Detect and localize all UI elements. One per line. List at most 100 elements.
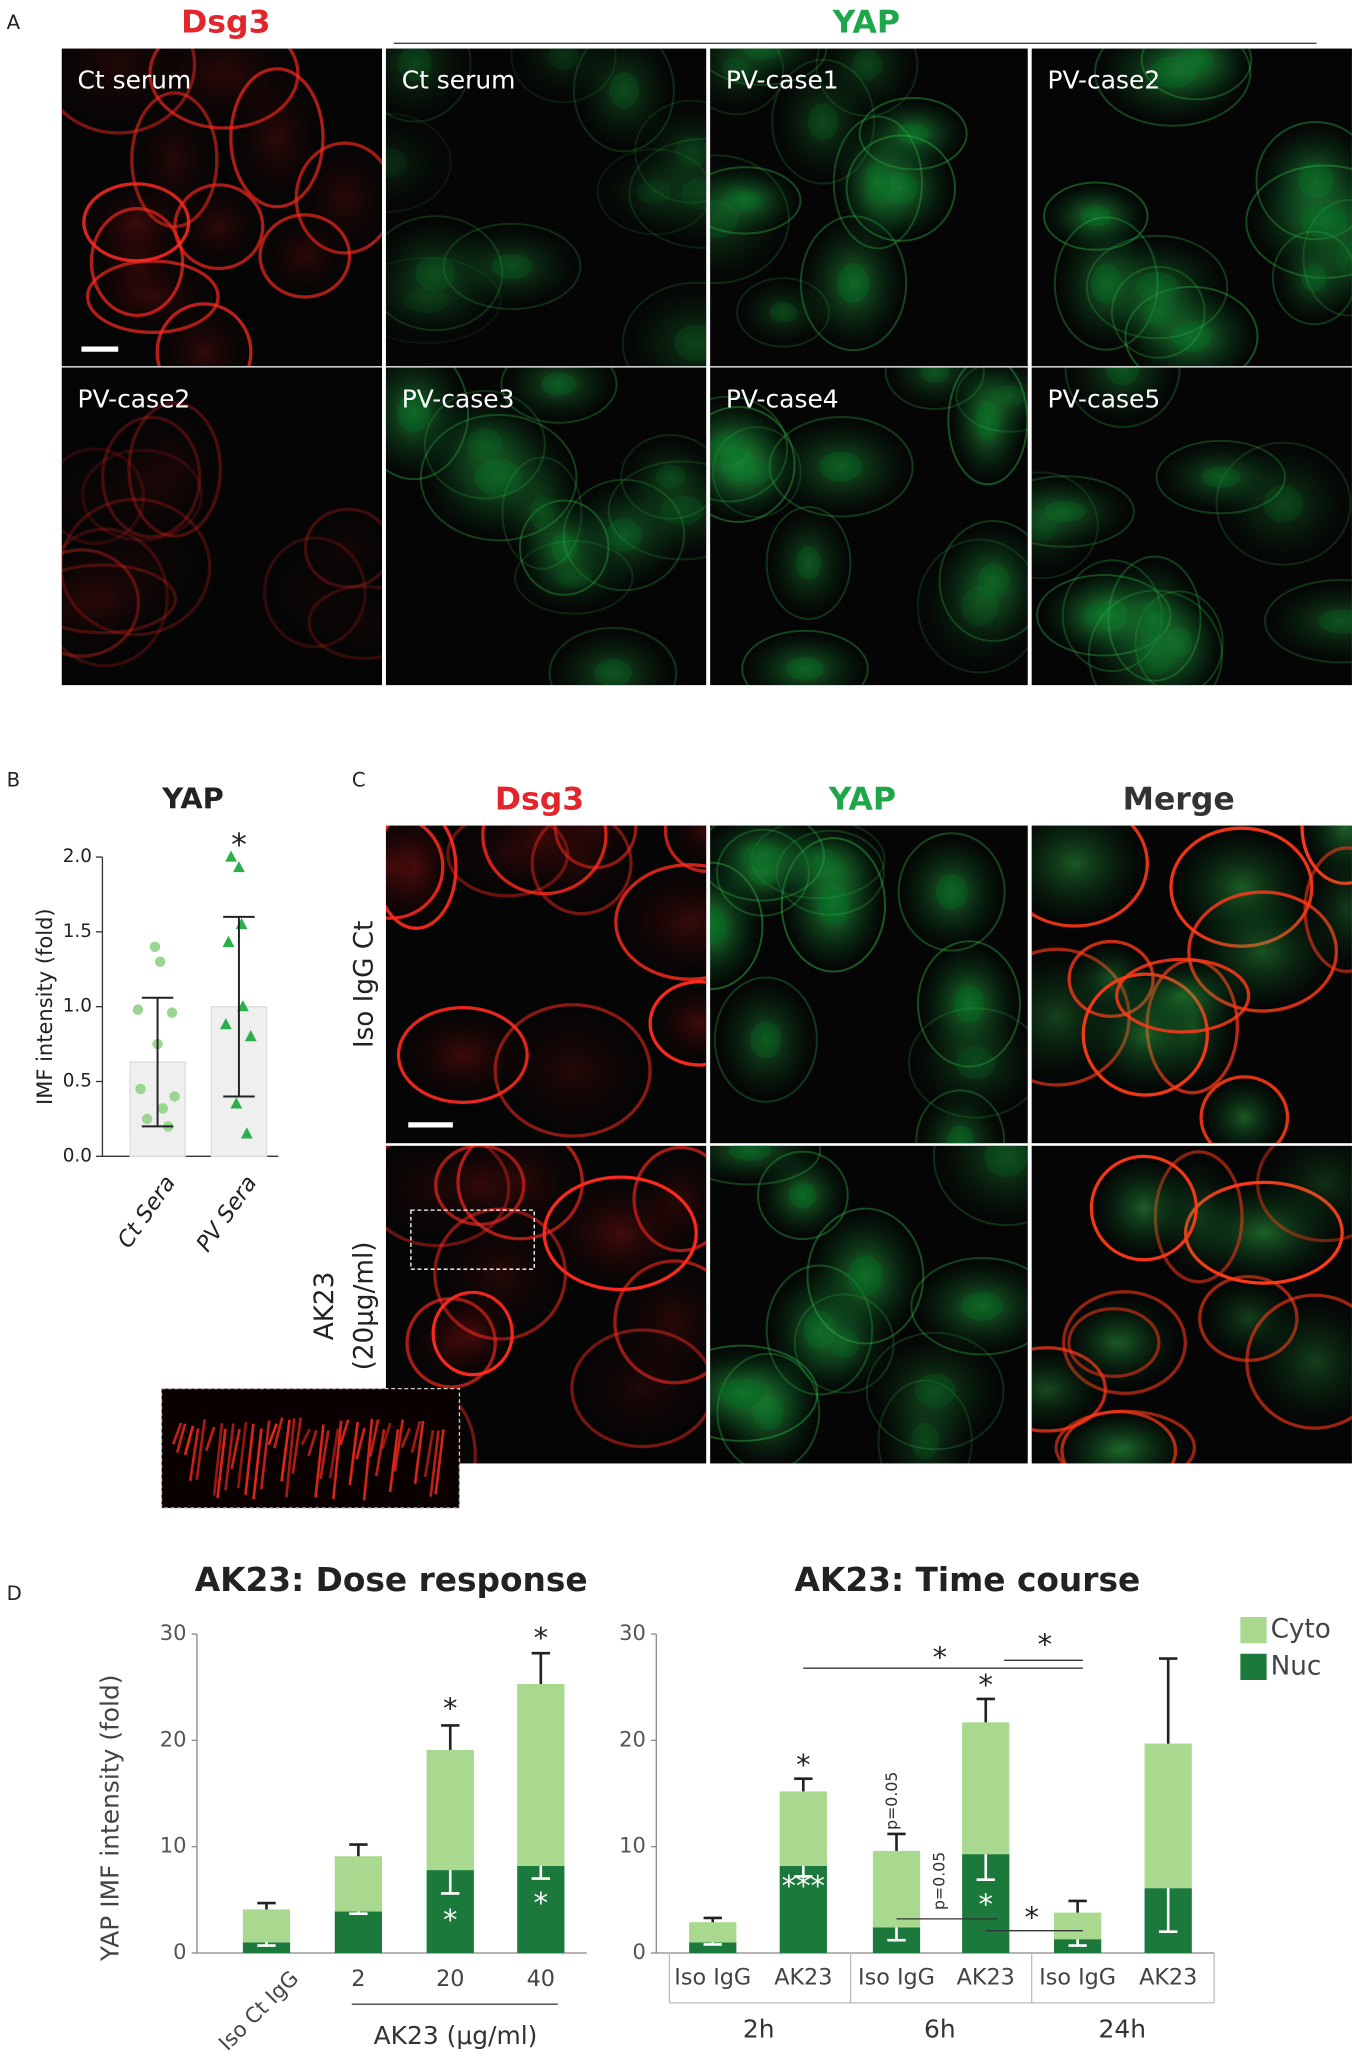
cell <box>1060 1409 1178 1464</box>
cells <box>710 367 1028 686</box>
data-point <box>154 956 166 968</box>
data-point <box>219 1018 232 1030</box>
inset-streak <box>307 1429 318 1457</box>
cell <box>258 213 352 299</box>
data-point <box>230 1097 243 1109</box>
cell <box>955 367 1028 433</box>
nucleus <box>807 103 839 141</box>
inset-streak <box>175 1423 187 1453</box>
image-label: PV-case2 <box>1047 65 1160 94</box>
cell <box>1155 439 1286 515</box>
x-tick-label: AK23 <box>1139 1964 1197 1990</box>
bar-segment <box>334 1856 382 1912</box>
cell <box>768 416 914 518</box>
y-tick-label: 0 <box>632 1940 645 1964</box>
nucleus <box>977 562 1010 599</box>
bar-segment <box>872 1850 921 1928</box>
cell <box>621 281 707 367</box>
data-point <box>132 1004 144 1015</box>
inset-streak <box>267 1423 278 1446</box>
nucleus <box>718 1378 765 1408</box>
cell <box>710 1145 822 1186</box>
image-label: PV-case2 <box>78 384 191 413</box>
inset-streak <box>348 1421 359 1486</box>
annotation: p=0.05 <box>929 1852 948 1910</box>
x-tick-label: Iso IgG <box>858 1964 935 1990</box>
image-label: PV-case1 <box>726 65 839 94</box>
nucleus <box>1180 48 1213 72</box>
x-tick-label: 20 <box>436 1966 464 1992</box>
y-axis-label: YAP IMF intensity (fold) <box>96 1675 125 1963</box>
cell <box>385 215 504 332</box>
group-label: 6h <box>924 2014 956 2043</box>
data-point <box>149 941 161 953</box>
inset-streak <box>355 1427 366 1460</box>
nucleus <box>1090 263 1122 304</box>
cell <box>1255 1145 1352 1243</box>
x-tick-label: Ct Sera <box>113 1171 181 1253</box>
cell <box>710 48 785 116</box>
annotation: * <box>534 1885 548 1919</box>
nucleus <box>1318 608 1352 634</box>
x-tick-label: 40 <box>527 1966 555 1992</box>
nucleus <box>993 385 1026 407</box>
inset-streak <box>434 1429 445 1495</box>
inset-streak <box>314 1424 325 1498</box>
nucleus <box>914 1373 956 1409</box>
nucleus <box>1105 367 1140 386</box>
annotation: p=0.05 <box>882 1772 901 1830</box>
data-point <box>222 935 235 947</box>
cells <box>385 48 707 367</box>
inset-streak <box>224 1423 235 1491</box>
panel-letter: A <box>7 11 21 34</box>
nucleus <box>398 48 432 82</box>
nucleus <box>728 190 762 211</box>
y-tick-label: 0.5 <box>63 1071 92 1092</box>
annotation: * <box>534 1620 548 1654</box>
cell <box>1199 1075 1290 1144</box>
inset-streak <box>429 1430 440 1497</box>
nucleus <box>655 464 686 490</box>
nucleus <box>397 392 431 433</box>
data-point <box>141 1113 153 1125</box>
micrograph <box>61 48 382 367</box>
cell <box>648 980 707 1067</box>
inset-streak <box>400 1427 411 1448</box>
annotation: * <box>443 1691 457 1725</box>
group-label: 2h <box>743 2014 775 2043</box>
inset-streak <box>381 1422 392 1450</box>
micrograph <box>1031 825 1352 1144</box>
bar-segment <box>242 1942 291 1953</box>
cell <box>130 91 219 229</box>
cells <box>710 48 968 352</box>
inset-streak <box>195 1419 206 1480</box>
annotation: * <box>979 1887 993 1921</box>
cell <box>481 825 608 896</box>
cells <box>385 825 707 1138</box>
bar-segment <box>689 1922 737 1943</box>
nucleus <box>920 367 950 383</box>
image-label: Ct serum <box>78 65 192 94</box>
cells <box>710 825 1028 1144</box>
nucleus <box>541 372 577 396</box>
cell <box>500 367 618 424</box>
micrograph <box>385 367 707 686</box>
nucleus <box>1201 466 1240 488</box>
cell <box>710 825 825 902</box>
inset-streak <box>273 1417 284 1449</box>
panel-letter: C <box>352 768 366 791</box>
row-label: AK23 <box>310 1272 340 1341</box>
legend-label: Nuc <box>1271 1651 1322 1681</box>
column-title: Merge <box>1123 782 1235 818</box>
cell <box>1245 1293 1352 1430</box>
bar-segment <box>426 1749 474 1871</box>
micrograph <box>385 48 707 367</box>
cell <box>155 302 253 367</box>
inset-streak <box>171 1422 183 1445</box>
nucleus <box>1140 600 1169 638</box>
cell <box>1107 555 1202 682</box>
bar-segment <box>242 1909 291 1943</box>
nucleus <box>851 49 883 81</box>
row-label: Iso IgG Ct <box>349 921 379 1049</box>
